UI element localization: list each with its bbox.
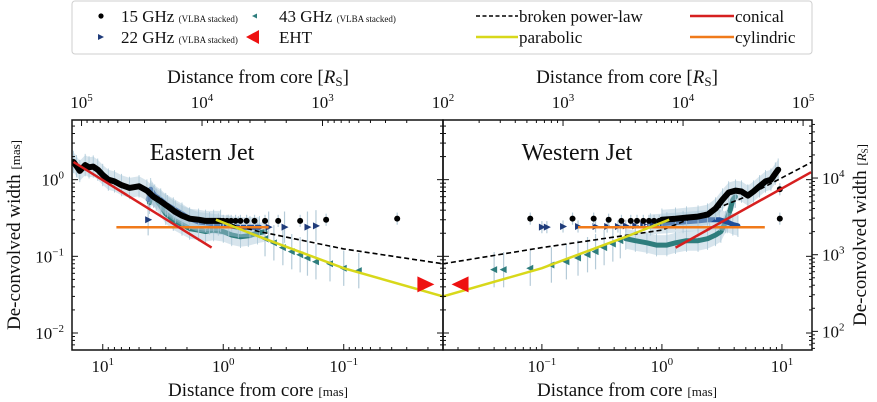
legend-frame bbox=[71, 0, 813, 55]
western-jet-15-ghz-point bbox=[590, 215, 597, 222]
panel-title-east: Eastern Jet bbox=[150, 140, 255, 166]
eastern-jet-15-ghz-point bbox=[243, 217, 250, 224]
top-xlabel-west: Distance from core [RS] bbox=[536, 67, 718, 89]
eastern-jet-top-tick-label: 104 bbox=[191, 92, 214, 112]
western-jet-22-ghz-ridge bbox=[647, 217, 741, 229]
western-jet-xtick-label: 101 bbox=[771, 356, 794, 376]
western-jet-43-ghz-point bbox=[591, 248, 599, 256]
eastern-jet-15-ghz-point bbox=[323, 216, 330, 223]
top-xlabel-east: Distance from core [RS] bbox=[167, 67, 349, 89]
western-jet-15-ghz-point bbox=[627, 217, 634, 224]
eastern-jet-xtick-label: 100 bbox=[212, 356, 235, 376]
western-jet-15-ghz-point bbox=[605, 216, 612, 223]
western-jet-43-ghz-point bbox=[583, 251, 591, 259]
left-ytick-label: 100 bbox=[42, 170, 65, 190]
western-jet-15-ghz-point bbox=[633, 217, 640, 224]
eastern-jet-xtick-label: 10−1 bbox=[329, 356, 358, 376]
legend-label-22ghz: 22 GHz (VLBA stacked) bbox=[121, 28, 238, 47]
western-jet-43-ghz-point bbox=[499, 266, 507, 274]
western-jet-22-ghz-point bbox=[543, 223, 551, 231]
ylabel-left: De-convolved width [mas] bbox=[4, 140, 25, 330]
eastern-jet-15-ghz-point bbox=[275, 217, 282, 224]
legend-marker-eht bbox=[246, 30, 259, 44]
western-jet-15-ghz-point bbox=[569, 215, 576, 222]
left-ytick-label: 10−1 bbox=[35, 246, 64, 266]
right-ytick-label: 104 bbox=[822, 168, 845, 188]
legend-label-15ghz: 15 GHz (VLBA stacked) bbox=[121, 7, 238, 26]
panel-0-data bbox=[72, 150, 443, 298]
eastern-jet-15-ghz-point bbox=[232, 217, 239, 224]
eastern-jet-22-ghz-point bbox=[145, 216, 153, 224]
legend-label-eht: EHT bbox=[279, 28, 313, 47]
legend-marker-43ghz bbox=[252, 13, 257, 19]
western-jet-15-ghz-point bbox=[640, 217, 647, 224]
western-jet-top-tick-label: 105 bbox=[792, 92, 815, 112]
eastern-jet-22-ghz-point bbox=[281, 223, 289, 231]
eastern-jet-15-ghz-point bbox=[237, 217, 244, 224]
eastern-jet-43-ghz-point bbox=[311, 258, 319, 266]
legend: 15 GHz (VLBA stacked) 22 GHz (VLBA stack… bbox=[71, 0, 813, 55]
western-jet-43-ghz-point bbox=[600, 244, 608, 252]
western-jet-parabolic-fit bbox=[443, 218, 670, 298]
western-jet-43-ghz-point bbox=[490, 266, 498, 274]
eastern-jet-top-tick-label: 103 bbox=[311, 92, 334, 112]
legend-label-43ghz: 43 GHz (VLBA stacked) bbox=[279, 7, 396, 26]
legend-marker-22ghz bbox=[98, 34, 104, 40]
legend-label-parabolic: parabolic bbox=[519, 28, 583, 47]
western-jet-xtick-label: 10−1 bbox=[528, 356, 557, 376]
western-jet-43-ghz-point bbox=[562, 258, 570, 266]
eastern-jet-43-ghz-ridge-band bbox=[149, 184, 265, 247]
western-jet-top-tick-label: 103 bbox=[552, 92, 575, 112]
western-jet-broken-power-law-fit bbox=[443, 161, 812, 265]
western-jet-conical-fit bbox=[674, 171, 812, 249]
western-jet-22-ghz-point bbox=[560, 222, 568, 230]
eastern-jet-15-ghz-ridge bbox=[72, 159, 224, 224]
legend-label-conical: conical bbox=[735, 7, 784, 26]
eastern-jet-15-ghz-point bbox=[262, 217, 269, 224]
right-ytick-label: 103 bbox=[822, 245, 845, 265]
western-jet-15-ghz-point bbox=[645, 217, 652, 224]
eastern-jet-15-ghz-point bbox=[251, 217, 258, 224]
western-jet-top-tick-label: 104 bbox=[672, 92, 695, 112]
panel-title-west: Western Jet bbox=[522, 140, 633, 166]
eastern-jet-15-ghz-point bbox=[297, 217, 304, 224]
legend-label-broken-power-law: broken power-law bbox=[519, 7, 644, 26]
eastern-jet-22-ghz-point bbox=[312, 222, 320, 230]
xlabel-west: Distance from core [mas] bbox=[537, 380, 717, 401]
ylabel-right: De-convolved width [RS] bbox=[850, 144, 871, 326]
western-jet-eht-point bbox=[451, 276, 469, 293]
left-ytick-label: 10−2 bbox=[35, 323, 64, 343]
eastern-jet-22-ghz-point bbox=[304, 223, 312, 231]
western-jet-43-ghz-point bbox=[574, 254, 582, 262]
eastern-jet-conical-fit bbox=[72, 160, 213, 249]
xlabel-east: Distance from core [mas] bbox=[168, 380, 348, 401]
legend-marker-15ghz bbox=[98, 13, 104, 19]
western-jet-15-ghz-point bbox=[651, 217, 658, 224]
eastern-jet-eht-point bbox=[417, 276, 435, 293]
right-ytick-label: 102 bbox=[822, 321, 845, 341]
eastern-jet-15-ghz-point bbox=[394, 215, 401, 222]
western-jet-frame bbox=[442, 119, 813, 351]
legend-label-cylindric: cylindric bbox=[735, 28, 796, 47]
western-jet-15-ghz-point bbox=[527, 215, 534, 222]
western-jet-15-ghz-point bbox=[618, 217, 625, 224]
eastern-jet-top-tick-label: 105 bbox=[70, 92, 93, 112]
western-jet-15-ghz-ridge-band bbox=[661, 159, 779, 230]
western-jet-43-ghz-ridge bbox=[623, 194, 738, 248]
eastern-jet-top-tick-label: 102 bbox=[432, 92, 455, 112]
western-jet-15-ghz-point bbox=[776, 215, 783, 222]
eastern-jet-15-ghz-point bbox=[228, 217, 235, 224]
western-jet-22-ghz-point bbox=[538, 223, 546, 231]
western-jet-xtick-label: 100 bbox=[651, 356, 674, 376]
eastern-jet-xtick-label: 101 bbox=[92, 356, 115, 376]
eastern-jet-22-ghz-point bbox=[265, 223, 273, 231]
eastern-jet-parabolic-fit bbox=[215, 218, 443, 298]
panel-1-data bbox=[443, 158, 812, 298]
